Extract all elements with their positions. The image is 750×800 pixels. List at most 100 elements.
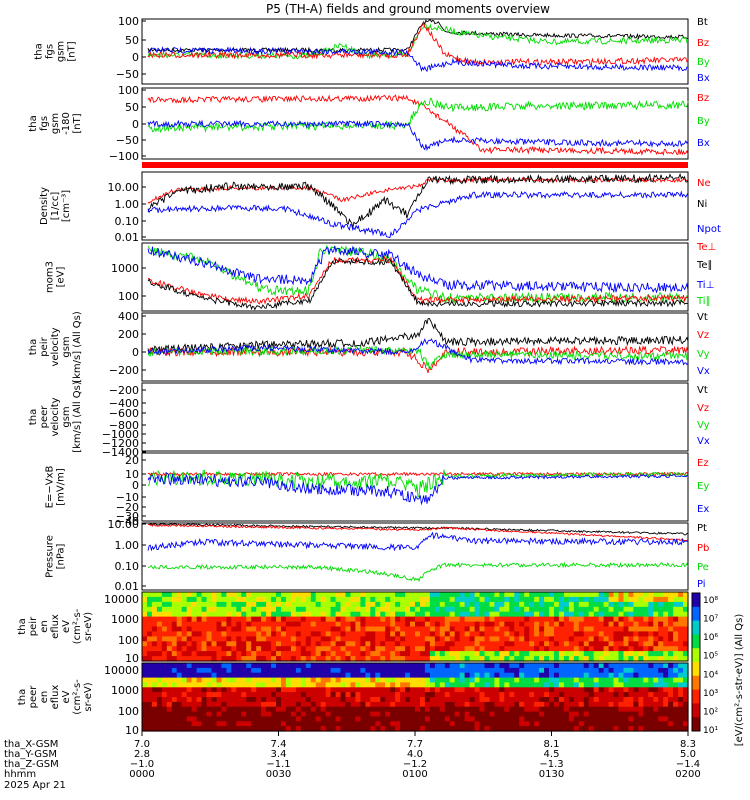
spectrogram-cell — [613, 636, 620, 642]
spectrogram-cell — [593, 697, 600, 703]
spectrogram-cell — [499, 687, 505, 693]
spectrogram-cell — [142, 606, 148, 613]
spectrogram-cell — [281, 616, 287, 623]
spectrogram-cell — [469, 706, 476, 713]
spectrogram-cell — [206, 721, 213, 727]
spectrogram-cell — [256, 606, 262, 613]
spectrogram-cell — [370, 701, 376, 708]
spectrogram-cell — [147, 621, 153, 628]
spectrogram-cell — [390, 656, 396, 662]
spectrogram-cell — [395, 701, 401, 708]
spectrogram-cell — [226, 641, 232, 647]
spectrogram-cell — [191, 716, 198, 722]
spectrogram-cell — [578, 677, 585, 684]
spectrogram-p10 — [141, 591, 689, 662]
spectrogram-cell — [390, 596, 396, 603]
spectrogram-cell — [142, 682, 148, 688]
spectrogram-cell — [410, 592, 416, 598]
spectrogram-cell — [285, 663, 292, 669]
spectrogram-cell — [583, 606, 590, 613]
spectrogram-cell — [226, 631, 232, 637]
spectrogram-cell — [509, 592, 515, 598]
spectrogram-cell — [568, 716, 575, 722]
spectrogram-cell — [276, 667, 282, 674]
spectrogram-cell — [648, 721, 654, 727]
spectrogram-cell — [241, 701, 247, 708]
spectrogram-cell — [514, 626, 520, 632]
spectrogram-cell — [281, 667, 287, 674]
spectrogram-cell — [147, 682, 153, 688]
spectrogram-cell — [608, 672, 615, 679]
spectrogram-cell — [643, 667, 649, 674]
colorbar-frame — [691, 592, 701, 732]
spectrogram-cell — [529, 706, 535, 713]
spectrogram-cell — [633, 601, 639, 608]
spectrogram-cell — [405, 606, 411, 613]
spectrogram-cell — [345, 641, 352, 647]
spectrogram-cell — [251, 697, 257, 703]
spectrogram-cell — [256, 677, 262, 684]
spectrogram-cell — [405, 636, 411, 642]
spectrogram-cell — [226, 672, 232, 679]
xaxis-value: 0030 — [266, 769, 291, 780]
spectrogram-cell — [415, 677, 421, 684]
spectrogram-cell — [598, 611, 605, 618]
spectrogram-cell — [360, 631, 366, 637]
spectrogram-cell — [434, 682, 441, 688]
spectrogram-cell — [325, 697, 332, 703]
spectrogram-cell — [385, 641, 391, 647]
spectrogram-cell — [554, 646, 560, 652]
spectrogram-cell — [618, 692, 625, 698]
spectrogram-cell — [390, 626, 396, 632]
spectrogram-cell — [151, 682, 158, 688]
spectrogram-cell — [171, 596, 178, 603]
spectrogram-cell — [166, 721, 173, 727]
spectrogram-cell — [295, 701, 302, 708]
spectrogram-cell — [236, 667, 242, 674]
spectrogram-cell — [276, 641, 282, 647]
spectrogram-cell — [420, 611, 426, 618]
spectrogram-cell — [216, 592, 223, 598]
spectrogram-cell — [236, 646, 242, 652]
spectrogram-cell — [365, 706, 371, 713]
spectrogram-cell — [330, 626, 337, 632]
trace-vz — [147, 345, 689, 374]
spectrogram-cell — [241, 621, 247, 628]
spectrogram-cell — [320, 711, 327, 718]
spectrogram-cell — [256, 621, 262, 628]
spectrogram-cell — [231, 656, 237, 662]
spectrogram-cell — [539, 631, 545, 637]
spectrogram-cell — [618, 651, 625, 657]
spectrogram-cell — [295, 621, 302, 628]
ytick-label: 10 — [125, 652, 139, 665]
spectrogram-cell — [449, 636, 456, 642]
spectrogram-cell — [360, 592, 366, 598]
spectrogram-cell — [276, 636, 282, 642]
spectrogram-cell — [156, 601, 163, 608]
spectrogram-cell — [469, 697, 476, 703]
spectrogram-cell — [196, 616, 203, 623]
spectrogram-cell — [524, 692, 530, 698]
spectrogram-cell — [285, 716, 292, 722]
spectrogram-cell — [350, 596, 357, 603]
spectrogram-cell — [469, 677, 476, 684]
spectrogram-cell — [241, 592, 247, 598]
spectrogram-cell — [201, 631, 208, 637]
spectrogram-cell — [420, 701, 426, 708]
spectrogram-cell — [454, 716, 461, 722]
spectrogram-cell — [196, 626, 203, 632]
spectrogram-cell — [276, 601, 282, 608]
spectrogram-cell — [444, 592, 451, 598]
spectrogram-cell — [633, 706, 639, 713]
spectrogram-cell — [281, 716, 287, 722]
ytick-label: 0 — [132, 118, 139, 131]
spectrogram-cell — [196, 711, 203, 718]
spectrogram-cell — [588, 596, 595, 603]
spectrogram-cell — [504, 606, 510, 613]
spectrogram-cell — [429, 596, 436, 603]
spectrogram-cell — [350, 606, 357, 613]
spectrogram-cell — [216, 606, 223, 613]
spectrogram-cell — [449, 701, 456, 708]
spectrogram-cell — [176, 682, 183, 688]
spectrogram-cell — [434, 663, 441, 669]
